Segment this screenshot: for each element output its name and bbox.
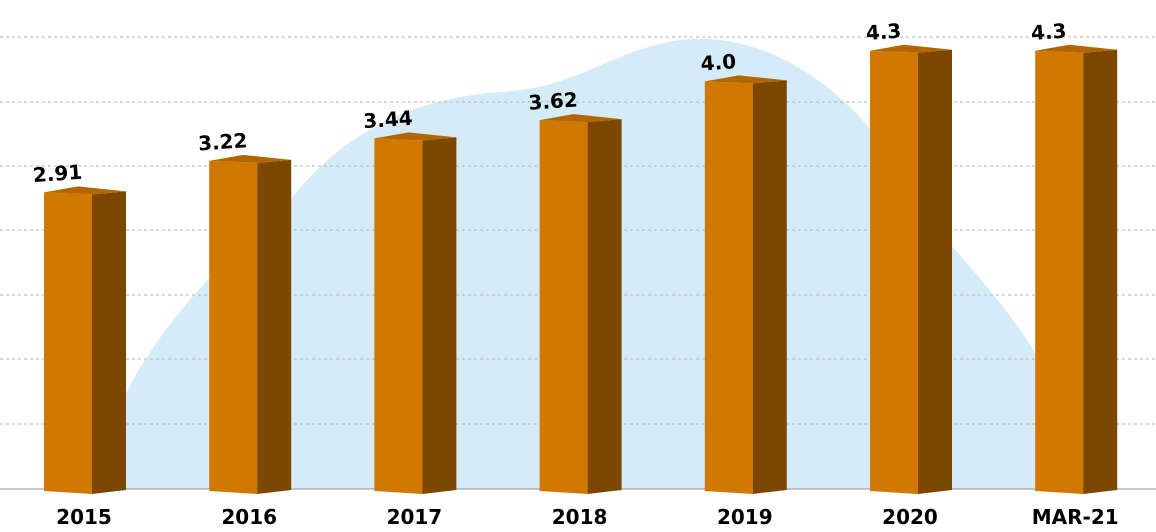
bar-side-face — [92, 191, 126, 494]
bar-2017 — [374, 132, 457, 494]
data-labels: 2.91 3.22 3.44 3.62 4.0 4.3 4.3 — [32, 19, 1067, 188]
bar-2020 — [870, 44, 952, 494]
bar-top-face — [374, 132, 457, 141]
bar-MAR-21 — [1035, 44, 1118, 494]
data-label: 4.3 — [1030, 19, 1067, 45]
bar-top-face — [870, 44, 952, 53]
bar-front-face — [539, 120, 588, 494]
data-label: 4.0 — [700, 49, 737, 75]
bar-side-face — [752, 80, 787, 494]
data-label: 3.44 — [362, 106, 413, 133]
bar-top-face — [44, 186, 126, 195]
bar-top-face — [1035, 44, 1118, 53]
x-tick-label: MAR-21 — [1032, 505, 1119, 529]
x-tick-labels: 2015 2016 2017 2018 2019 2020 MAR-21 — [56, 505, 1118, 529]
x-tick-label: 2020 — [882, 505, 938, 529]
x-tick-label: 2019 — [717, 505, 773, 529]
bar-2019 — [704, 75, 787, 494]
bar-side-face — [918, 49, 952, 494]
bar-top-face — [704, 75, 787, 84]
data-label: 3.62 — [528, 87, 579, 114]
bar-top-face — [539, 114, 622, 123]
bar-2016 — [209, 154, 292, 494]
bar-2015 — [44, 186, 126, 494]
bar-front-face — [1035, 50, 1084, 494]
bar-side-face — [257, 159, 292, 494]
x-tick-label: 2017 — [387, 505, 443, 529]
x-tick-label: 2015 — [56, 505, 112, 529]
bar-front-face — [44, 192, 92, 494]
bar-2018 — [539, 114, 622, 494]
bar-top-face — [209, 154, 292, 163]
data-label: 2.91 — [32, 160, 83, 187]
bar-side-face — [587, 119, 622, 494]
bar-side-face — [422, 137, 457, 494]
data-label: 3.22 — [197, 128, 248, 155]
bar-front-face — [374, 138, 423, 494]
bars — [44, 44, 1118, 494]
x-tick-label: 2016 — [221, 505, 277, 529]
bar-side-face — [1083, 49, 1118, 494]
bar-front-face — [209, 160, 258, 494]
data-label: 4.3 — [865, 19, 902, 45]
x-tick-label: 2018 — [552, 505, 608, 529]
bar-front-face — [870, 50, 918, 494]
bar-front-face — [704, 81, 753, 494]
